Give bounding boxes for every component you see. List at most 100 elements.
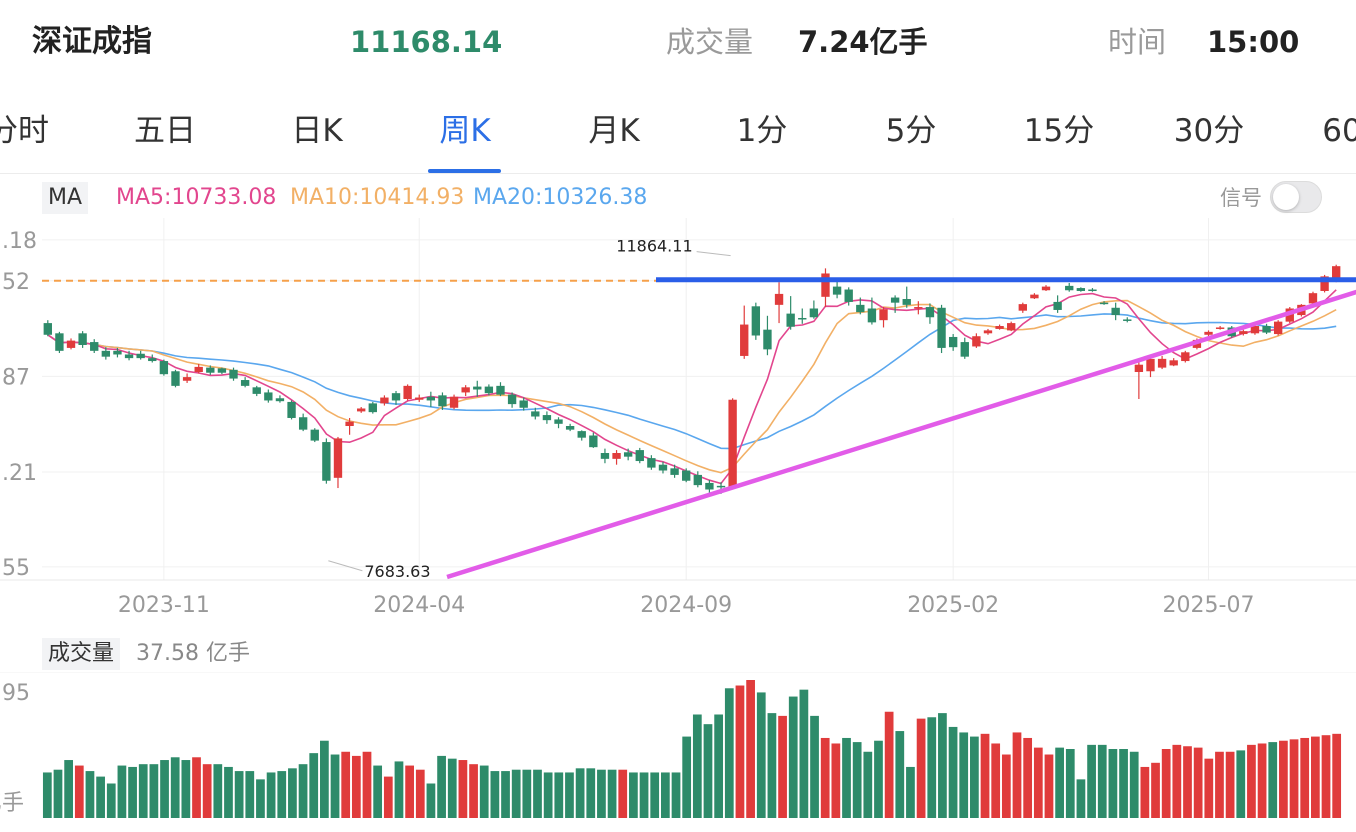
candle-body — [705, 482, 714, 490]
volume-bar — [224, 766, 233, 818]
candle-body — [78, 333, 87, 345]
candle-body — [716, 485, 726, 488]
candle-body — [751, 306, 761, 336]
volume-bar — [320, 740, 329, 818]
ma-indicator-button[interactable]: MA — [42, 182, 89, 214]
y-tick-label: .21 — [2, 461, 37, 486]
candle-body — [345, 421, 354, 427]
volume-bar — [980, 733, 990, 818]
volume-bar — [629, 772, 638, 818]
volume-bar — [288, 768, 297, 818]
volume-bar — [1247, 744, 1256, 818]
y-tick-label: 87 — [2, 365, 30, 390]
tab-five-day[interactable]: 五日 — [134, 113, 196, 149]
candle-body — [693, 474, 702, 486]
volume-bar — [405, 765, 414, 818]
candle-body — [252, 387, 261, 394]
volume-bar — [42, 772, 52, 818]
candle-body — [995, 326, 1004, 329]
candle-body — [728, 399, 737, 488]
candle-body — [194, 366, 203, 372]
volume-bar — [884, 711, 894, 818]
candle-body — [612, 453, 621, 459]
volume-bar — [1055, 747, 1064, 818]
candle-body — [159, 361, 169, 375]
volume-bar — [565, 772, 574, 818]
candle-body — [1053, 301, 1062, 310]
candle-body — [531, 411, 540, 417]
candle-body — [763, 329, 772, 350]
volume-bar — [373, 765, 383, 818]
tab-60min[interactable]: 60 — [1322, 113, 1356, 149]
index-name: 深证成指 — [32, 24, 152, 59]
candle-body — [902, 299, 911, 305]
volume-bar — [1087, 744, 1096, 818]
volume-bar — [341, 751, 351, 818]
volume-bar — [447, 758, 457, 818]
volume-chart[interactable]: 95 亿手 — [0, 672, 1356, 818]
volume-bar — [618, 769, 628, 818]
volume-bar — [522, 769, 532, 818]
volume-bar — [181, 760, 191, 818]
volume-bar — [1065, 749, 1075, 818]
volume-bar — [351, 755, 361, 818]
candle-body — [647, 458, 656, 468]
volume-bar — [1044, 754, 1054, 818]
volume-bar — [160, 760, 169, 818]
candle-body — [867, 308, 877, 323]
volume-bar — [852, 742, 862, 818]
candle-body — [635, 450, 644, 462]
price-chart[interactable]: 11864.11 7683.63 .18 52 87 .21 55 2023-11 2024-0… — [0, 218, 1356, 622]
volume-bar — [820, 737, 830, 818]
volume-bar — [1268, 742, 1278, 818]
volume-value: 7.24亿手 — [798, 25, 928, 59]
volume-bar — [170, 757, 180, 818]
candle-body — [403, 385, 412, 399]
volume-bar — [714, 714, 724, 818]
volume-bar — [277, 771, 287, 818]
tab-monthly-k[interactable]: 月K — [588, 113, 640, 149]
candle-body — [1169, 360, 1178, 366]
tab-intraday[interactable]: 分时 — [0, 113, 49, 149]
volume-bar — [1097, 744, 1107, 818]
candle-body — [496, 385, 505, 395]
candle-body — [844, 289, 853, 302]
candle-body — [124, 354, 134, 359]
candle-body — [148, 358, 157, 362]
candle-body — [577, 431, 586, 438]
tab-daily-k[interactable]: 日K — [291, 113, 343, 149]
volume-bar — [469, 764, 478, 818]
volume-bar — [1023, 737, 1033, 818]
tab-15min[interactable]: 15分 — [1023, 113, 1095, 149]
candle-body — [206, 367, 215, 373]
signal-toggle[interactable] — [1270, 181, 1322, 213]
candle-body — [1181, 352, 1190, 362]
chart-background — [0, 218, 1356, 622]
tab-1min[interactable]: 1分 — [736, 113, 788, 149]
tab-5min[interactable]: 5分 — [885, 113, 937, 149]
candle-body — [1332, 266, 1341, 281]
candle-body — [519, 400, 528, 408]
volume-bar — [639, 772, 649, 818]
volume-bar — [1161, 749, 1171, 818]
volume-bar — [394, 761, 404, 818]
volume-bar — [298, 764, 308, 818]
volume-bar — [245, 771, 255, 818]
tab-weekly-k[interactable]: 周K — [439, 113, 491, 149]
volume-bar — [362, 751, 372, 818]
candle-body — [832, 286, 842, 295]
high-annotation: 11864.11 — [616, 237, 692, 256]
volume-bar — [96, 776, 105, 818]
candle-body — [1273, 321, 1283, 335]
tab-30min[interactable]: 30分 — [1173, 113, 1245, 149]
volume-bar — [746, 680, 755, 818]
volume-bar — [1300, 737, 1310, 818]
volume-bar — [458, 760, 468, 818]
candle-body — [786, 313, 795, 327]
volume-bar — [906, 766, 915, 818]
candle-body — [310, 429, 319, 441]
active-tab-indicator — [428, 169, 501, 173]
volume-bar — [959, 732, 969, 818]
volume-indicator-button[interactable]: 成交量 — [42, 638, 121, 670]
volume-bar — [692, 714, 702, 818]
